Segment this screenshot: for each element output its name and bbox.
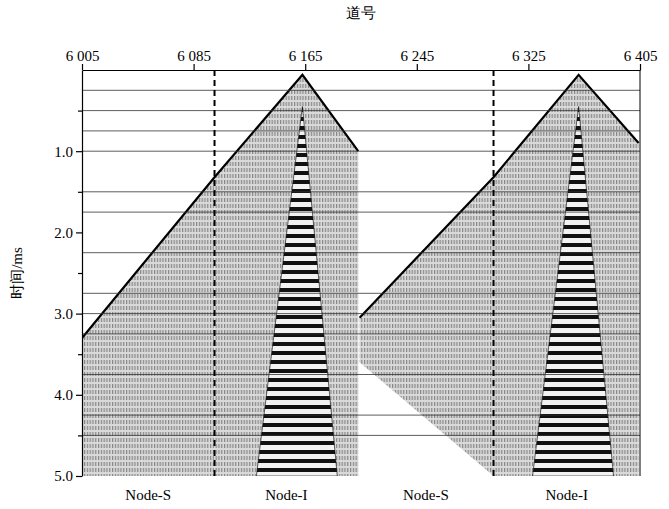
y-tick-mark bbox=[76, 395, 82, 396]
y-tick-mark bbox=[76, 314, 82, 315]
x-tick-label: 6 405 bbox=[624, 48, 658, 64]
horizontal-line bbox=[82, 313, 640, 314]
x-tick-mark bbox=[417, 64, 418, 70]
x-axis-line bbox=[83, 70, 641, 71]
y-minor-tick bbox=[78, 111, 82, 112]
y-minor-tick bbox=[78, 192, 82, 193]
signal-area bbox=[360, 177, 494, 476]
x-tick-label: 6 325 bbox=[512, 48, 546, 64]
y-minor-tick-mark bbox=[78, 435, 82, 436]
y-tick: 5.0 bbox=[54, 468, 82, 484]
x-axis: 6 005 6 085 6 165 6 245 6 325 6 405 bbox=[66, 48, 658, 71]
y-tick-mark bbox=[76, 232, 82, 233]
x-tick: 6 245 bbox=[400, 48, 434, 70]
first-break-line bbox=[360, 75, 639, 318]
horizontal-line bbox=[82, 374, 640, 375]
y-tick: 1.0 bbox=[54, 144, 82, 160]
plot-area bbox=[82, 70, 640, 476]
frame-right bbox=[640, 70, 641, 476]
horizontal-line bbox=[82, 252, 640, 253]
y-tick: 3.0 bbox=[54, 306, 82, 322]
horizontal-line bbox=[82, 415, 640, 416]
x-tick-label: 6 245 bbox=[400, 48, 434, 64]
first-break-line bbox=[82, 75, 358, 338]
y-minor-tick bbox=[78, 354, 82, 355]
section-label: Node-S bbox=[403, 487, 449, 503]
y-tick-label: 1.0 bbox=[54, 144, 73, 160]
x-tick-mark bbox=[528, 64, 529, 70]
horizontal-line bbox=[82, 333, 640, 334]
x-axis-title: 道号 bbox=[346, 5, 376, 21]
signal-area bbox=[82, 177, 215, 476]
divider-line bbox=[493, 70, 495, 476]
horizontal-line bbox=[82, 130, 640, 131]
section-label: Node-I bbox=[265, 487, 307, 503]
y-minor-axis bbox=[78, 111, 82, 436]
x-tick-mark bbox=[194, 64, 195, 70]
horizontal-line bbox=[82, 151, 640, 152]
y-axis-title: 时间/ms bbox=[9, 247, 25, 299]
y-minor-tick-mark bbox=[78, 192, 82, 193]
y-tick-mark bbox=[76, 476, 82, 477]
y-tick-label: 2.0 bbox=[54, 225, 73, 241]
y-minor-tick bbox=[78, 435, 82, 436]
horizontal-line bbox=[82, 110, 640, 111]
ground-roll-band bbox=[533, 107, 614, 476]
x-tick-label: 6 005 bbox=[66, 48, 100, 64]
y-tick-label: 5.0 bbox=[54, 468, 73, 484]
horizontal-line bbox=[82, 293, 640, 294]
chart-svg: 6 005 6 085 6 165 6 245 6 325 6 405 1.0 2.0 3.0 4… bbox=[0, 0, 669, 509]
section-label: Node-S bbox=[125, 487, 171, 503]
x-tick: 6 165 bbox=[289, 48, 323, 70]
y-minor-tick-mark bbox=[78, 354, 82, 355]
section-label: Node-I bbox=[546, 487, 588, 503]
divider-line bbox=[214, 70, 216, 476]
signal-area bbox=[215, 75, 359, 476]
y-minor-tick-mark bbox=[78, 273, 82, 274]
y-tick: 2.0 bbox=[54, 225, 82, 241]
y-tick: 4.0 bbox=[54, 387, 82, 403]
x-tick-mark bbox=[640, 64, 641, 70]
y-tick-mark bbox=[76, 151, 82, 152]
x-tick: 6 085 bbox=[177, 48, 211, 70]
horizontal-line bbox=[82, 90, 640, 91]
y-tick-label: 3.0 bbox=[54, 306, 73, 322]
x-tick-label: 6 085 bbox=[177, 48, 211, 64]
x-tick: 6 005 bbox=[66, 48, 100, 70]
y-minor-tick-mark bbox=[78, 110, 82, 111]
horizontal-line bbox=[82, 212, 640, 213]
x-tick: 6 405 bbox=[624, 48, 658, 70]
x-tick: 6 325 bbox=[512, 48, 546, 70]
x-tick-label: 6 165 bbox=[289, 48, 323, 64]
ground-roll-band bbox=[256, 107, 337, 476]
horizontal-line bbox=[82, 435, 640, 436]
signal-area bbox=[494, 75, 639, 476]
y-tick-label: 4.0 bbox=[54, 387, 73, 403]
x-tick-mark bbox=[82, 64, 83, 70]
x-tick-mark bbox=[305, 64, 306, 70]
horizontal-line bbox=[82, 191, 640, 192]
y-axis: 1.0 2.0 3.0 4.0 5.0 bbox=[54, 71, 82, 485]
y-minor-tick bbox=[78, 273, 82, 274]
y-axis-line bbox=[82, 71, 83, 477]
